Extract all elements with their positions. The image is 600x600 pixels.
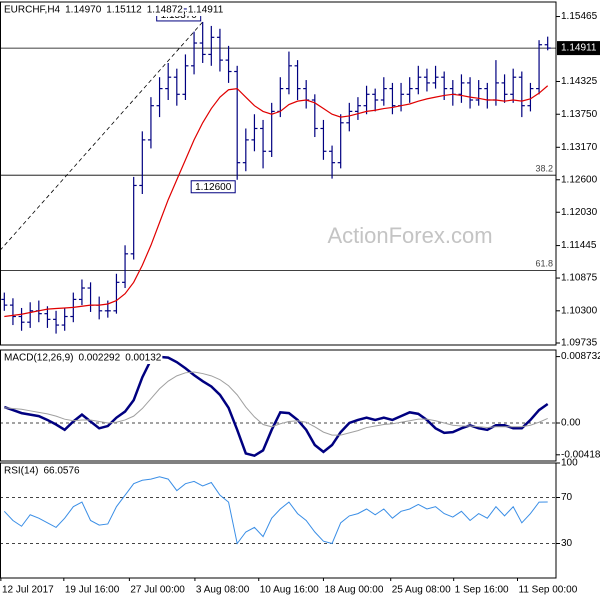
header-bg bbox=[145, 4, 184, 16]
indicator-line bbox=[3, 355, 549, 458]
price-label-box bbox=[190, 180, 236, 194]
header-value: 1.14872 bbox=[147, 5, 184, 16]
fib-label: 61.8 bbox=[535, 259, 553, 269]
y-tick-label: 1.14325 bbox=[561, 76, 598, 87]
header-value: 66.0576 bbox=[43, 466, 80, 477]
header-value: 0.002292 bbox=[78, 353, 120, 364]
y-tick-label: 30 bbox=[561, 538, 573, 549]
panel-title: MACD(12,26,9) bbox=[4, 353, 73, 364]
indicator-line bbox=[4, 371, 548, 436]
header-bg bbox=[3, 465, 40, 477]
x-tick-label: 1 Sep 16:00 bbox=[455, 585, 509, 596]
y-tick-label: 1.12600 bbox=[561, 174, 598, 185]
y-tick-label: 100 bbox=[561, 458, 578, 469]
y-tick-label: -0.004184 bbox=[561, 449, 600, 460]
y-tick-label: 70 bbox=[561, 492, 573, 503]
price-label: 1.12600 bbox=[195, 182, 232, 193]
header-value: 1.14970 bbox=[65, 5, 102, 16]
last-price-label: 1.14911 bbox=[561, 43, 597, 54]
header-value: 1.15112 bbox=[106, 5, 142, 16]
header-bg bbox=[124, 352, 163, 364]
x-tick-label: 10 Aug 16:00 bbox=[260, 585, 319, 596]
x-tick-label: 18 Aug 00:00 bbox=[324, 585, 383, 596]
header-bg bbox=[105, 4, 143, 16]
watermark: ActionForex.com bbox=[327, 223, 492, 248]
y-tick-label: 1.13750 bbox=[561, 109, 598, 120]
header-bg bbox=[186, 4, 225, 16]
y-tick-label: 1.10875 bbox=[561, 273, 598, 284]
panel-title: EURCHF,H4 bbox=[4, 5, 61, 16]
x-tick-label: 11 Sep 00:00 bbox=[519, 585, 578, 596]
panel-title: RSI(14) bbox=[4, 466, 38, 477]
header-bg bbox=[77, 352, 122, 364]
y-tick-label: 0.008732 bbox=[561, 351, 600, 362]
x-tick-label: 27 Jul 00:00 bbox=[130, 585, 185, 596]
y-tick-label: 1.09735 bbox=[561, 338, 598, 349]
y-tick-label: 1.15465 bbox=[561, 11, 598, 22]
indicator-line bbox=[3, 476, 548, 545]
last-price-box bbox=[557, 41, 600, 56]
header-value: 0.00132 bbox=[125, 353, 162, 364]
panel-frame bbox=[0, 1, 557, 346]
fib-label: 38.2 bbox=[535, 164, 553, 174]
header-bg bbox=[3, 4, 62, 16]
y-tick-label: 0.00 bbox=[561, 418, 581, 429]
panel bbox=[0, 476, 556, 545]
moving-average bbox=[4, 85, 549, 318]
y-tick-label: 1.13170 bbox=[561, 142, 598, 153]
header-bg bbox=[3, 352, 75, 364]
header-bg bbox=[42, 465, 81, 477]
x-tick-label: 25 Aug 08:00 bbox=[392, 585, 451, 596]
panel-frame bbox=[0, 462, 557, 579]
x-tick-label: 19 Jul 16:00 bbox=[65, 585, 120, 596]
header-value: 1.14911 bbox=[188, 5, 224, 16]
x-tick-label: 3 Aug 08:00 bbox=[196, 585, 250, 596]
y-tick-label: 1.12030 bbox=[561, 207, 598, 218]
panel-frame bbox=[0, 349, 557, 462]
trendline bbox=[0, 21, 203, 251]
x-tick-label: 12 Jul 2017 bbox=[2, 585, 54, 596]
y-tick-label: 1.11445 bbox=[561, 240, 597, 251]
panel bbox=[0, 355, 556, 458]
y-tick-label: 1.10300 bbox=[561, 305, 598, 316]
header-bg bbox=[64, 4, 103, 16]
